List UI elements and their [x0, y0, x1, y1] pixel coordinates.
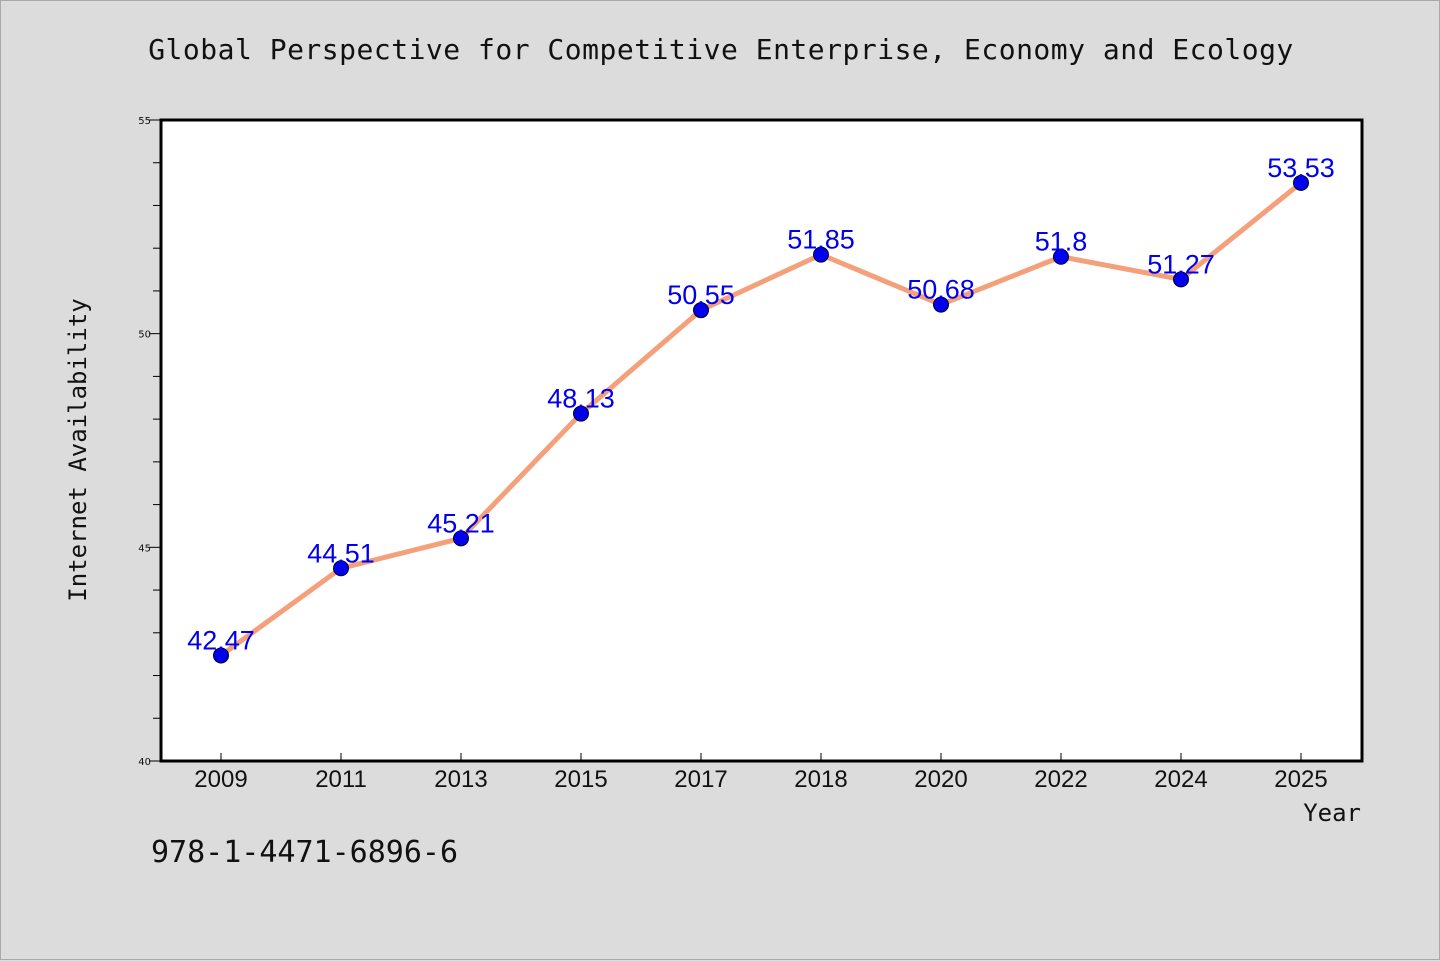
- x-tick-label: 2024: [1154, 766, 1207, 793]
- x-tick-label: 2011: [315, 766, 367, 793]
- y-tick-label: 55: [138, 116, 151, 127]
- x-axis-label: Year: [1303, 799, 1361, 827]
- y-axis-ticks: 40 45 50 55: [138, 116, 161, 768]
- y-tick-label: 45: [138, 543, 151, 554]
- data-point: [573, 405, 589, 422]
- x-tick-label: 2015: [554, 766, 607, 793]
- x-tick-label: 2013: [434, 766, 487, 793]
- data-labels: 42.47 44.51 45.21 48.13 50.55 51.85 50.68 51.8 5…: [187, 153, 1335, 656]
- data-label: 48.13: [547, 384, 615, 414]
- data-label: 45.21: [427, 508, 495, 538]
- series-line-group: [218, 180, 1304, 658]
- series-line: [218, 180, 1304, 658]
- data-label: 50.55: [667, 280, 735, 310]
- data-point: [333, 560, 349, 577]
- plot-area: [159, 118, 1364, 763]
- data-point: [213, 647, 229, 664]
- x-tick-label: 2025: [1274, 766, 1327, 793]
- chart-title: Global Perspective for Competitive Enter…: [148, 33, 1294, 66]
- isbn-label: 978-1-4471-6896-6: [151, 835, 459, 870]
- x-tick-label: 2022: [1034, 766, 1087, 793]
- data-point: [693, 302, 709, 319]
- data-label: 51.85: [787, 225, 855, 255]
- data-label: 51.27: [1147, 249, 1215, 279]
- x-tick-label: 2018: [794, 766, 847, 793]
- data-label: 42.47: [187, 625, 255, 655]
- data-point: [1053, 248, 1069, 265]
- x-tick-label: 2017: [674, 766, 727, 793]
- data-markers: [213, 174, 1309, 664]
- data-point: [1293, 174, 1309, 191]
- y-tick-label: 50: [138, 330, 151, 341]
- data-point: [453, 530, 469, 547]
- x-tick-label: 2009: [194, 766, 247, 793]
- data-label: 53.53: [1267, 153, 1335, 183]
- y-tick-label: 40: [138, 757, 151, 768]
- data-label: 50.68: [907, 275, 975, 305]
- y-axis-label: Internet Availability: [64, 298, 92, 601]
- data-label: 44.51: [307, 538, 375, 568]
- data-label: 51.8: [1035, 227, 1088, 257]
- data-point: [1173, 271, 1189, 288]
- x-axis-ticks: 2009 2011 2013 2015 2017 2018 2020 2022 2024 2025: [194, 753, 1328, 793]
- x-tick-label: 2020: [914, 766, 967, 793]
- data-point: [813, 246, 829, 263]
- data-point: [933, 296, 949, 313]
